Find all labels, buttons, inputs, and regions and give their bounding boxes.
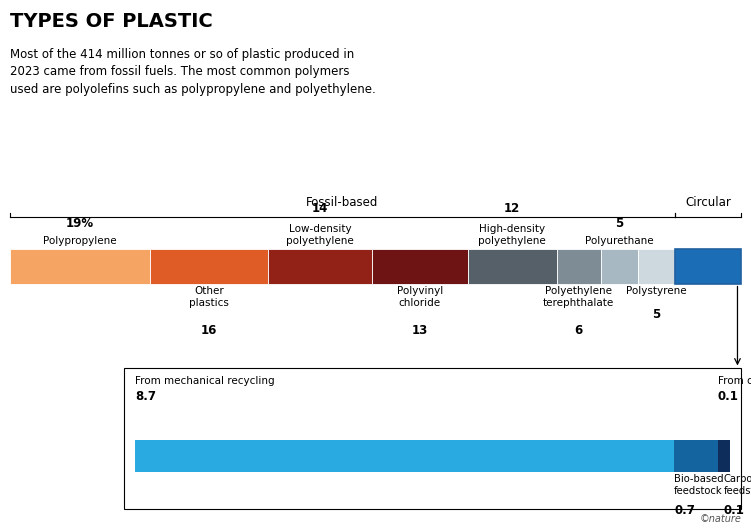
Text: 5: 5 [652, 308, 660, 322]
Text: Polyethylene
terephthalate: Polyethylene terephthalate [543, 286, 614, 308]
Bar [468, 249, 556, 284]
Bar [124, 368, 741, 509]
Bar [135, 440, 674, 472]
Bar [718, 440, 730, 472]
Text: 0.7: 0.7 [674, 504, 695, 517]
Text: Polyvinyl
chloride: Polyvinyl chloride [397, 286, 443, 308]
Bar [268, 249, 372, 284]
Text: 13: 13 [412, 324, 428, 338]
Text: Fossil-based: Fossil-based [306, 196, 379, 209]
Bar [556, 249, 601, 284]
Text: 6: 6 [575, 324, 583, 338]
Text: 16: 16 [201, 324, 218, 338]
Text: Polystyrene: Polystyrene [626, 286, 686, 296]
Text: Carbon-capture
feedstock: Carbon-capture feedstock [724, 474, 751, 497]
Bar [674, 249, 741, 284]
Text: High-density
polyethylene: High-density polyethylene [478, 224, 546, 246]
Text: 19%: 19% [66, 217, 94, 230]
Text: Bio-based
feedstock: Bio-based feedstock [674, 474, 724, 497]
Text: 8.7: 8.7 [135, 390, 156, 403]
Text: From mechanical recycling: From mechanical recycling [135, 376, 275, 386]
Text: 0.1: 0.1 [724, 504, 745, 517]
Text: 5: 5 [615, 217, 623, 230]
Text: 12: 12 [504, 202, 520, 215]
Bar [150, 249, 268, 284]
Bar [372, 249, 468, 284]
Bar [10, 249, 150, 284]
Text: From chemical recycling: From chemical recycling [718, 376, 751, 386]
Text: 14: 14 [312, 202, 328, 215]
Text: Circular: Circular [685, 196, 731, 209]
Text: Other
plastics: Other plastics [189, 286, 229, 308]
Text: Polyurethane: Polyurethane [585, 236, 653, 246]
Bar [674, 440, 718, 472]
Bar [638, 249, 674, 284]
Text: Low-density
polyethylene: Low-density polyethylene [286, 224, 354, 246]
Text: ©nature: ©nature [699, 514, 741, 524]
Text: TYPES OF PLASTIC: TYPES OF PLASTIC [10, 12, 213, 31]
Text: 0.1: 0.1 [718, 390, 738, 403]
Bar [601, 249, 638, 284]
Text: Polypropylene: Polypropylene [43, 236, 116, 246]
Text: Most of the 414 million tonnes or so of plastic produced in
2023 came from fossi: Most of the 414 million tonnes or so of … [10, 48, 375, 96]
